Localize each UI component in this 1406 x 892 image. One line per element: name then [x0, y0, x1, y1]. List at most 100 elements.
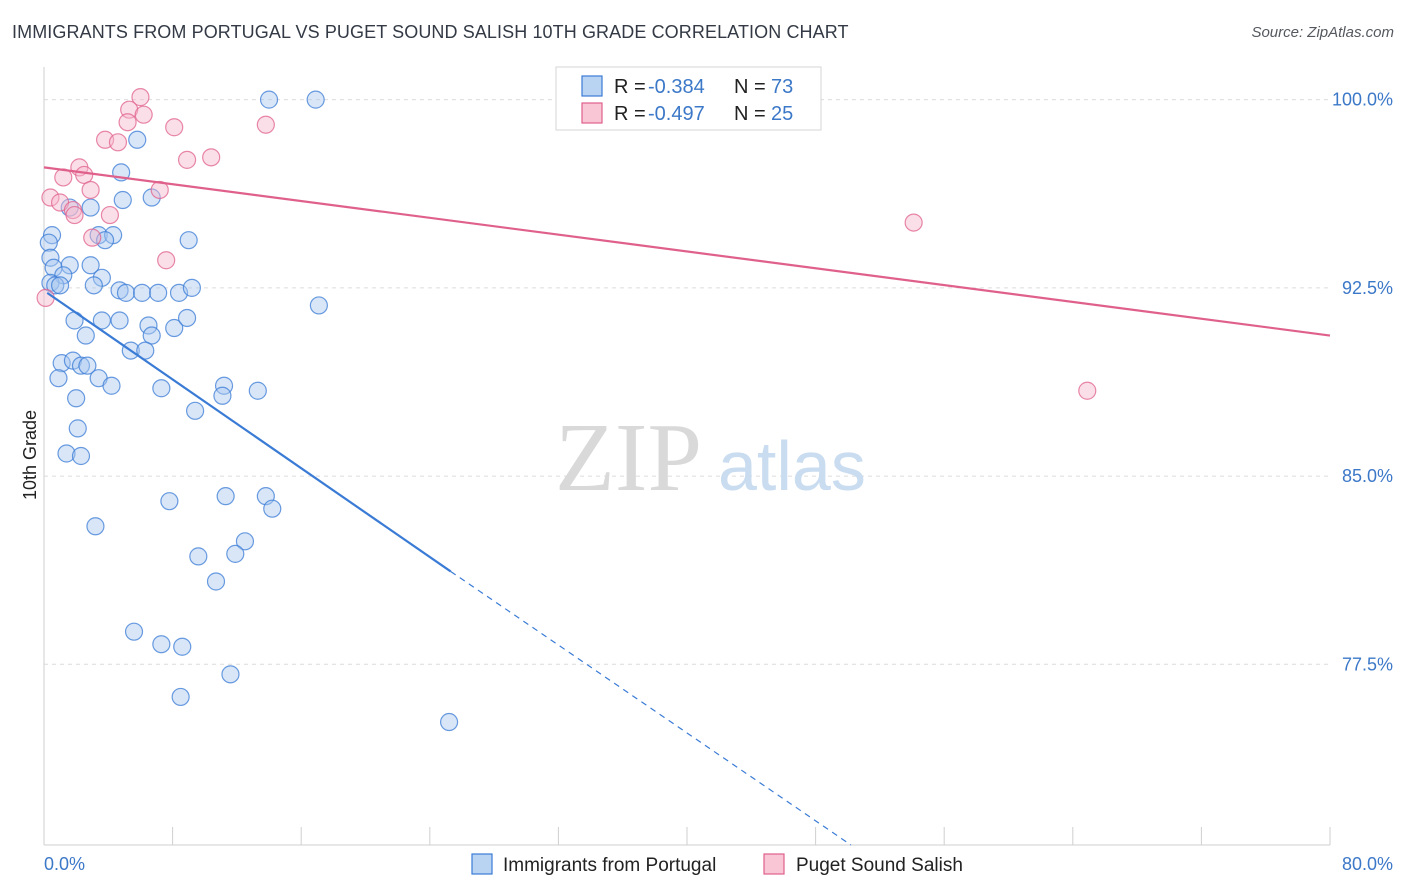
- point-portugal: [136, 341, 155, 360]
- trend-lines: [43, 166, 1331, 846]
- point-portugal: [248, 381, 267, 400]
- y-tick-label: 77.5%: [1342, 654, 1393, 674]
- y-axis-title: 10th Grade: [20, 410, 40, 500]
- trend-line-portugal: [46, 291, 452, 573]
- point-portugal: [142, 326, 161, 345]
- point-portugal: [182, 278, 201, 297]
- y-tick-label: 85.0%: [1342, 466, 1393, 486]
- point-salish: [904, 213, 923, 232]
- legend-n-value-portugal: 73: [771, 76, 793, 98]
- point-portugal: [132, 283, 152, 302]
- point-portugal: [235, 532, 255, 551]
- point-salish: [100, 205, 120, 225]
- point-portugal: [177, 308, 197, 328]
- source-label: Source: ZipAtlas.com: [1251, 24, 1394, 41]
- point-portugal: [186, 401, 205, 420]
- point-portugal: [81, 198, 100, 217]
- point-salish: [36, 288, 55, 307]
- point-portugal: [226, 544, 245, 563]
- legend-r-value-salish: -0.497: [648, 103, 705, 125]
- point-portugal: [78, 356, 97, 375]
- point-salish: [1078, 381, 1097, 400]
- bottom-legend-swatch-portugal: [471, 853, 493, 875]
- point-portugal: [39, 233, 58, 252]
- point-portugal: [102, 376, 121, 395]
- point-salish: [65, 205, 84, 225]
- point-portugal: [68, 419, 87, 438]
- point-portugal: [57, 444, 76, 463]
- point-portugal: [206, 572, 226, 591]
- legend-n-label-portugal: N =: [734, 76, 766, 98]
- point-portugal: [128, 130, 147, 149]
- legend-swatch-salish: [581, 102, 603, 124]
- y-tick-label: 100.0%: [1332, 90, 1393, 110]
- data-points: [36, 88, 1097, 732]
- point-portugal: [71, 356, 91, 375]
- point-salish: [131, 88, 150, 107]
- point-salish: [256, 115, 275, 134]
- legend-r-label-salish: R =: [614, 103, 646, 125]
- point-portugal: [306, 90, 325, 109]
- point-portugal: [221, 665, 240, 684]
- point-portugal: [71, 446, 91, 466]
- point-portugal: [46, 276, 65, 295]
- watermark-atlas: atlas: [718, 427, 866, 505]
- point-portugal: [213, 386, 232, 405]
- point-portugal: [110, 311, 129, 330]
- point-portugal: [67, 389, 86, 408]
- point-portugal: [81, 256, 100, 275]
- legend-swatch-portugal: [581, 75, 603, 97]
- point-portugal: [165, 318, 184, 338]
- point-portugal: [263, 499, 282, 518]
- watermark-zip: ZIP: [555, 404, 702, 512]
- axes: [43, 67, 1331, 846]
- point-portugal: [92, 311, 111, 330]
- y-tick-label: 92.5%: [1342, 278, 1393, 298]
- point-portugal: [84, 276, 103, 295]
- point-portugal: [60, 256, 79, 275]
- point-salish: [157, 251, 176, 270]
- bottom-legend: Immigrants from Portugal Puget Sound Sal…: [471, 853, 963, 876]
- point-portugal: [179, 231, 198, 250]
- stats-legend: R = -0.384 N = 73 R = -0.497 N = 25: [555, 66, 822, 131]
- point-portugal: [171, 687, 190, 707]
- tick-labels: 77.5% 85.0% 92.5% 100.0% 0.0% 80.0%: [44, 90, 1393, 874]
- point-salish: [83, 228, 102, 247]
- legend-r-value-portugal: -0.384: [648, 76, 705, 98]
- watermark: ZIP atlas: [555, 404, 866, 512]
- chart-title: IMMIGRANTS FROM PORTUGAL VS PUGET SOUND …: [12, 22, 849, 42]
- gridlines: [44, 99, 1330, 665]
- bottom-legend-label-salish: Puget Sound Salish: [796, 855, 963, 876]
- point-salish: [75, 165, 94, 185]
- point-portugal: [116, 283, 136, 302]
- point-portugal: [50, 276, 70, 295]
- point-portugal: [259, 90, 279, 109]
- trend-line-portugal-extension: [450, 570, 852, 846]
- trend-line-salish: [43, 166, 1331, 337]
- point-salish: [118, 113, 137, 132]
- point-salish: [177, 150, 197, 169]
- point-portugal: [173, 637, 192, 656]
- point-portugal: [439, 712, 459, 732]
- point-salish: [108, 133, 128, 152]
- point-portugal: [149, 283, 168, 302]
- point-portugal: [189, 547, 208, 566]
- point-portugal: [309, 296, 328, 315]
- x-tick-label: 0.0%: [44, 854, 85, 874]
- point-portugal: [52, 354, 71, 373]
- point-portugal: [49, 369, 68, 388]
- point-salish: [202, 148, 221, 167]
- point-portugal: [41, 248, 60, 267]
- point-portugal: [86, 517, 105, 536]
- point-salish: [134, 105, 153, 124]
- bottom-legend-swatch-salish: [763, 853, 785, 875]
- point-portugal: [139, 316, 158, 335]
- legend-r-label-portugal: R =: [614, 76, 646, 98]
- point-portugal: [76, 326, 95, 345]
- legend-n-value-salish: 25: [771, 103, 793, 125]
- point-salish: [41, 188, 60, 207]
- point-portugal: [124, 622, 144, 641]
- legend-n-label-salish: N =: [734, 103, 766, 125]
- bottom-legend-label-portugal: Immigrants from Portugal: [503, 855, 716, 876]
